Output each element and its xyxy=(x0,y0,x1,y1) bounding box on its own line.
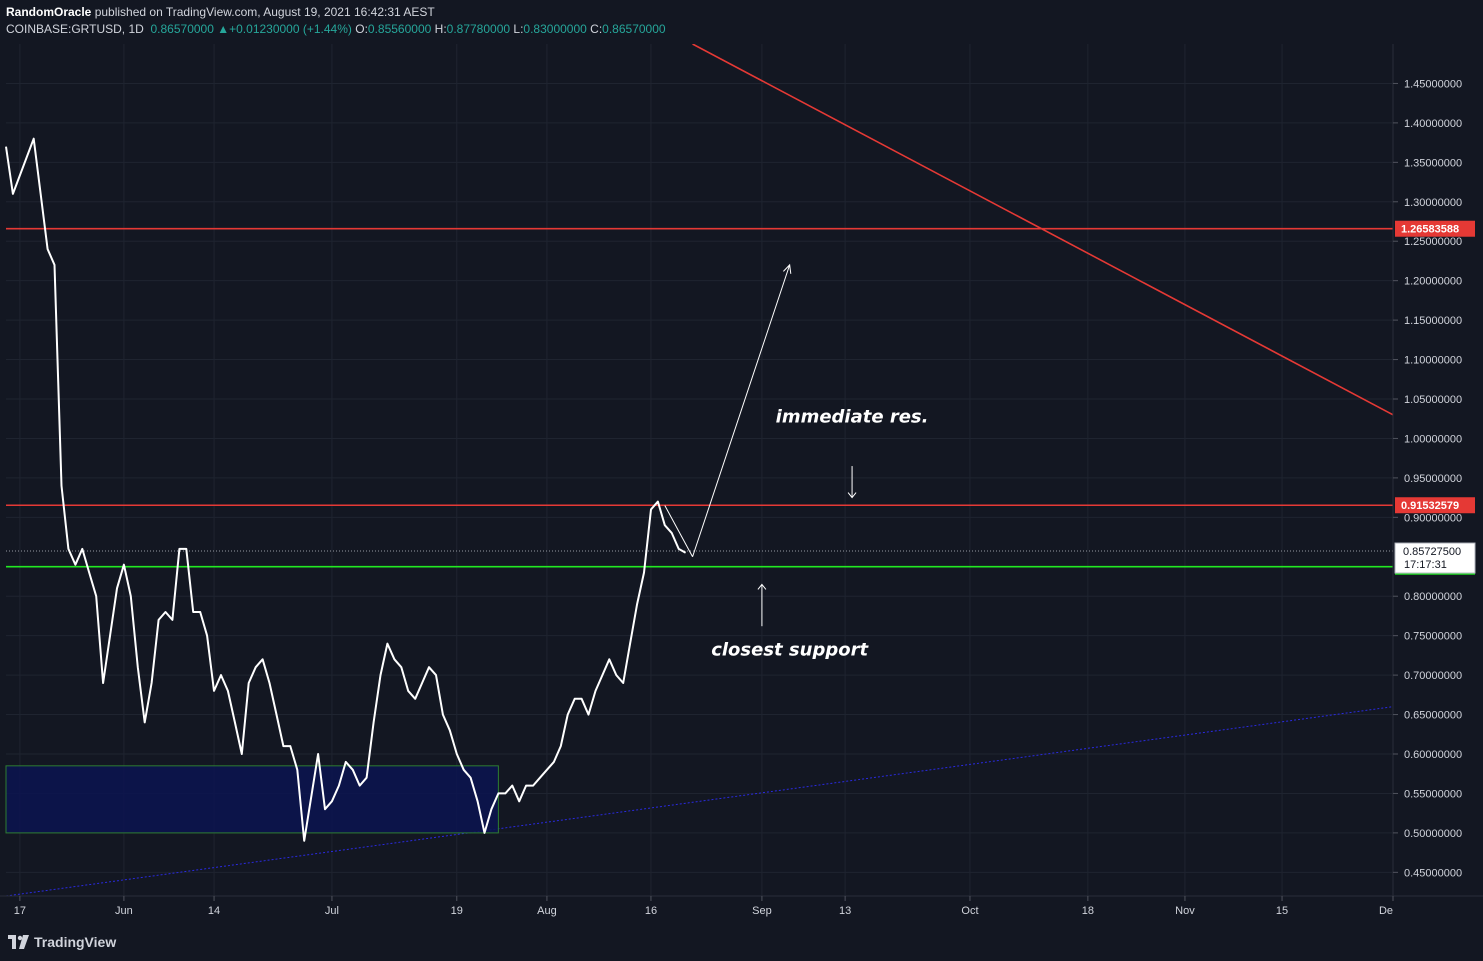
y-tick-label: 0.70000000 xyxy=(1404,670,1462,682)
x-tick-label: Jun xyxy=(115,905,133,917)
x-tick-label: 13 xyxy=(839,905,851,917)
y-tick-label: 1.05000000 xyxy=(1404,394,1462,406)
price-change: +0.01230000 (+1.44%) xyxy=(229,22,352,36)
grid xyxy=(6,44,1394,896)
price-axis-bg xyxy=(1393,44,1483,924)
tradingview-logo[interactable]: TradingView xyxy=(8,934,116,950)
x-tick-label: 14 xyxy=(208,905,220,917)
y-tick-label: 0.90000000 xyxy=(1404,512,1462,524)
y-tick-label: 1.20000000 xyxy=(1404,276,1462,288)
time-axis[interactable]: 17 Jun 14 Jul 19 Aug 16 Sep 13 Oct 18 Nov 15 De xyxy=(0,895,1483,917)
open-label: O: xyxy=(355,22,368,36)
x-tick-label: 19 xyxy=(451,905,463,917)
demand-zone-box xyxy=(5,765,499,834)
x-tick-label: Sep xyxy=(752,905,772,917)
arrowhead xyxy=(847,492,857,499)
projection-arrows xyxy=(664,263,857,627)
projection-line xyxy=(692,264,791,557)
published-text: published on TradingView.com, August 19,… xyxy=(91,5,435,19)
y-tick-label: 0.50000000 xyxy=(1404,828,1462,840)
x-tick-label: 17 xyxy=(14,905,26,917)
tradingview-logo-icon xyxy=(8,935,29,949)
level-price-label: 0.91532579 xyxy=(1401,500,1459,512)
price-chart[interactable]: immediate res. closest support 1.45000000… xyxy=(0,44,1483,924)
price-line xyxy=(5,137,687,842)
y-tick-label: 1.30000000 xyxy=(1404,197,1462,209)
high-label: H: xyxy=(434,22,447,36)
y-tick-label: 0.95000000 xyxy=(1404,473,1462,485)
x-tick-label: Oct xyxy=(961,905,978,917)
projection-line xyxy=(664,505,694,558)
last-price: 0.86570000 xyxy=(150,22,214,36)
price-series xyxy=(5,137,687,842)
y-tick-label: 0.75000000 xyxy=(1404,631,1462,643)
arrowhead xyxy=(757,583,767,590)
support-trendline xyxy=(5,706,1394,897)
chart-header: RandomOracle published on TradingView.co… xyxy=(0,0,1483,44)
y-tick-label: 1.15000000 xyxy=(1404,315,1462,327)
high-value: 0.87780000 xyxy=(446,22,511,36)
countdown-label: 17:17:31 xyxy=(1404,559,1447,571)
y-tick-label: 0.60000000 xyxy=(1404,749,1462,761)
y-tick-label: 0.55000000 xyxy=(1404,788,1462,800)
close-value: 0.86570000 xyxy=(602,22,666,36)
low-label: L: xyxy=(513,22,524,36)
open-value: 0.85560000 xyxy=(367,22,432,36)
y-tick-label: 1.45000000 xyxy=(1404,78,1462,90)
y-tick-label: 0.45000000 xyxy=(1404,867,1462,879)
current-price-label: 0.85727500 xyxy=(1403,546,1461,558)
x-tick-label: De xyxy=(1379,905,1393,917)
y-tick-label: 0.80000000 xyxy=(1404,591,1462,603)
x-tick-label: 18 xyxy=(1082,905,1094,917)
y-tick-label: 1.00000000 xyxy=(1404,433,1462,445)
annotation-text: immediate res. xyxy=(776,407,929,428)
symbol-label[interactable]: COINBASE:GRTUSD, 1D xyxy=(6,22,144,36)
y-tick-label: 1.25000000 xyxy=(1404,236,1462,248)
level-price-tag xyxy=(1395,497,1475,514)
annotation-text: closest support xyxy=(711,639,869,660)
horizontal-levels xyxy=(6,227,1393,568)
level-price-tag xyxy=(1395,220,1475,237)
x-tick-label: 16 xyxy=(645,905,657,917)
low-value: 0.83000000 xyxy=(523,22,587,36)
projection-arrowhead xyxy=(783,263,792,274)
y-tick-label: 0.65000000 xyxy=(1404,710,1462,722)
accumulation-box xyxy=(5,765,499,834)
y-tick-label: 1.40000000 xyxy=(1404,118,1462,130)
price-axis[interactable]: 1.45000000 1.40000000 1.35000000 1.30000000… xyxy=(1392,44,1483,924)
x-tick-label: 15 xyxy=(1276,905,1288,917)
y-tick-label: 1.10000000 xyxy=(1404,355,1462,367)
change-arrow-icon: ▲ xyxy=(217,22,230,36)
y-tick-label: 1.35000000 xyxy=(1404,157,1462,169)
brand-name: TradingView xyxy=(34,934,117,950)
publish-info: RandomOracle published on TradingView.co… xyxy=(6,5,435,19)
x-tick-label: Nov xyxy=(1175,905,1195,917)
current-price-tag xyxy=(1394,542,1476,574)
ohlc-info: COINBASE:GRTUSD, 1D 0.86570000 ▲+0.01230… xyxy=(6,22,666,36)
footer: TradingView xyxy=(0,924,1483,961)
x-tick-label: Aug xyxy=(537,905,557,917)
annotations: immediate res. closest support xyxy=(711,407,928,661)
author-name[interactable]: RandomOracle xyxy=(6,5,92,19)
x-tick-label: Jul xyxy=(325,905,339,917)
close-label: C: xyxy=(590,22,603,36)
level-price-label: 1.26583588 xyxy=(1401,224,1459,236)
